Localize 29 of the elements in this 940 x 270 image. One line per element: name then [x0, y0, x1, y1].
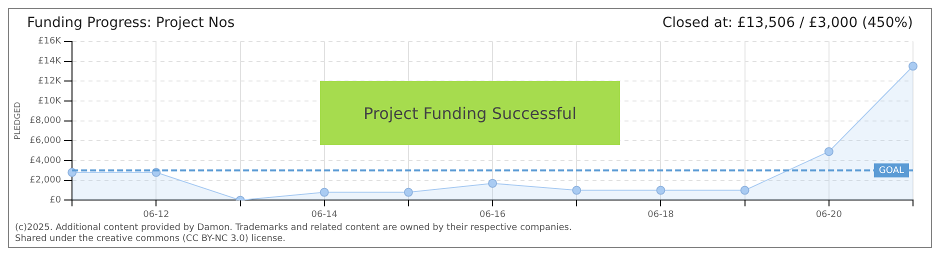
- y-tick-label: £10K: [38, 96, 62, 106]
- point: [656, 186, 666, 195]
- y-tick-label: £6,000: [30, 136, 62, 146]
- point: [740, 186, 750, 195]
- point: [572, 186, 582, 195]
- y-tick-label: £0: [50, 196, 62, 206]
- banner: Project Funding Successful: [320, 81, 620, 145]
- x-tick-label: 06-16: [479, 210, 506, 220]
- point: [488, 178, 498, 188]
- chart-title: Funding Progress: Project Nos: [27, 15, 235, 31]
- x-tick-label: 06-20: [816, 210, 842, 220]
- y-tick-label: £4,000: [30, 156, 62, 166]
- y-tick-label: £14K: [38, 56, 62, 67]
- y-tick-label: £16K: [38, 36, 62, 47]
- point: [404, 188, 413, 197]
- y-tick-label: £2,000: [30, 176, 62, 186]
- point: [320, 188, 329, 197]
- x-tick-label: 06-12: [143, 210, 170, 220]
- x-tick-label: 06-18: [648, 210, 674, 220]
- point: [824, 147, 834, 156]
- x-tick-label: 06-14: [311, 210, 338, 220]
- point: [908, 62, 918, 71]
- text: Shared under the creative commons (CC BY-NC 3.0) license.: [15, 234, 287, 245]
- y-tick-label: £12K: [38, 76, 62, 86]
- y-tick-label: £8,000: [30, 116, 62, 126]
- y-axis-title: PLEDGED: [12, 102, 22, 140]
- chart-subtitle: Closed at: £13,506 / £3,000 (450%): [662, 15, 913, 31]
- text: (c)2025. Additional content provided by Damon. Trademarks and related content are owned by their respective companies.: [15, 223, 573, 234]
- ref-line-label: GOAL: [878, 166, 904, 176]
